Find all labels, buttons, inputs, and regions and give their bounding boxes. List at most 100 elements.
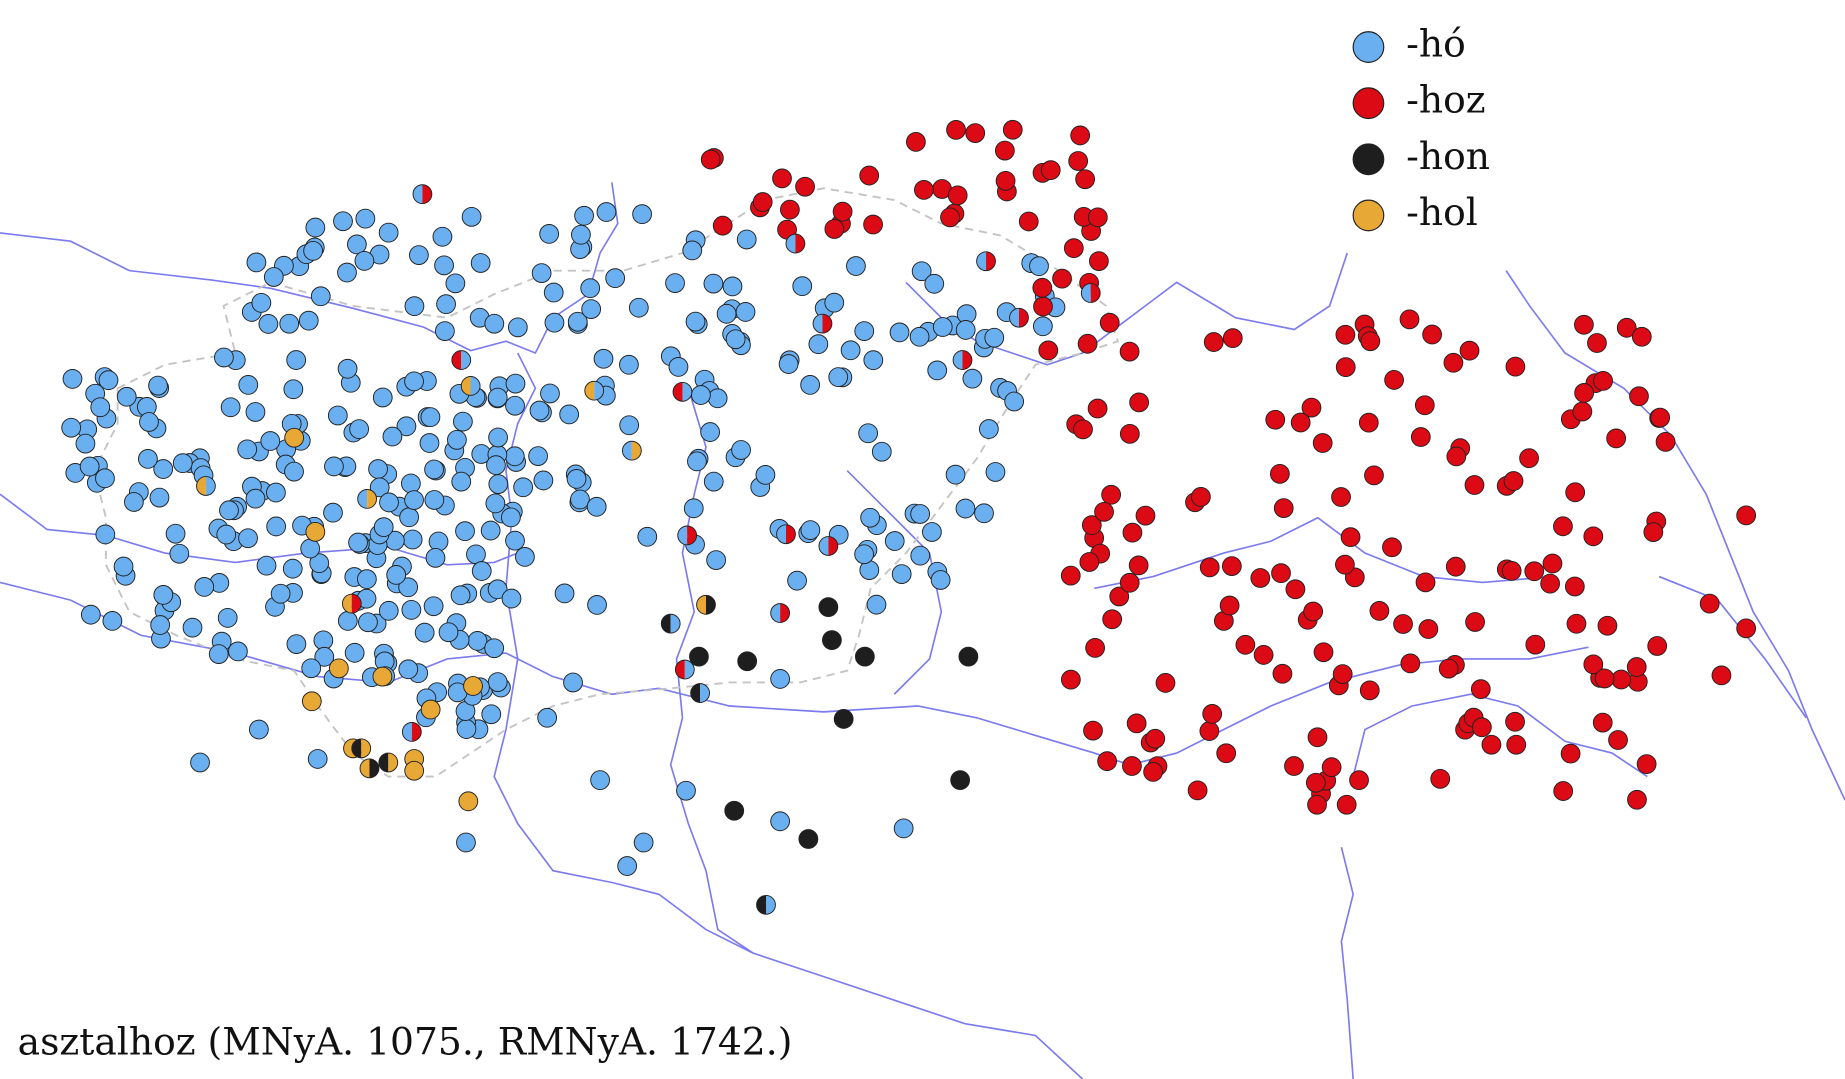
dot: [139, 412, 159, 432]
dot: [435, 321, 455, 341]
dot-half: [1009, 308, 1019, 328]
dot: [1040, 160, 1061, 181]
dot-half: [673, 382, 683, 402]
dot: [932, 317, 953, 337]
dot: [854, 544, 875, 565]
dot: [1553, 781, 1574, 801]
dot: [1312, 433, 1333, 453]
dot: [1285, 579, 1306, 600]
dot: [116, 386, 137, 407]
dot: [238, 375, 259, 395]
dot: [1445, 556, 1466, 577]
dot: [401, 599, 422, 620]
dot: [1119, 423, 1140, 444]
dot: [731, 440, 751, 460]
dot: [605, 268, 626, 289]
dot: [1250, 568, 1271, 588]
dot: [356, 569, 377, 590]
dot: [994, 140, 1015, 161]
dot-outline: [357, 489, 378, 509]
dot: [458, 791, 479, 812]
dot: [682, 240, 703, 261]
dot: [800, 520, 821, 540]
split-dot: [1009, 307, 1029, 328]
dot: [467, 631, 488, 651]
split-dot: [401, 722, 422, 742]
dot: [398, 577, 419, 598]
dot: [404, 296, 425, 317]
legend-label: -hol: [1406, 190, 1478, 234]
dot: [398, 659, 419, 680]
dot: [309, 553, 330, 574]
dot: [1307, 727, 1328, 748]
dot: [368, 459, 388, 479]
dot: [424, 459, 444, 480]
dot: [914, 180, 934, 200]
dot: [456, 832, 476, 853]
dot: [619, 415, 640, 436]
dot-half: [690, 683, 701, 703]
dot: [1572, 401, 1593, 422]
river: [1094, 516, 1554, 590]
dot-half: [822, 314, 832, 333]
dot: [808, 334, 829, 355]
dot: [863, 214, 883, 235]
dot: [279, 313, 300, 334]
dot: [434, 255, 454, 276]
dot: [632, 204, 652, 225]
dot: [581, 299, 602, 319]
dot: [1430, 768, 1451, 789]
dot: [543, 282, 564, 303]
dot: [1203, 332, 1224, 352]
dot: [1060, 669, 1081, 690]
dot: [165, 523, 186, 544]
dot: [61, 417, 82, 438]
dot: [1629, 386, 1649, 407]
dot: [378, 222, 399, 243]
dot: [1505, 711, 1525, 732]
dot: [1081, 515, 1102, 536]
dot: [770, 669, 791, 689]
split-dot: [359, 758, 380, 779]
dot-half: [413, 184, 423, 204]
dot: [1038, 340, 1059, 361]
dot: [725, 329, 746, 350]
dot: [470, 253, 491, 273]
dot: [346, 234, 367, 255]
dot: [80, 604, 101, 625]
dot: [219, 500, 239, 521]
dot: [286, 350, 307, 370]
split-dot: [690, 683, 710, 703]
dot: [755, 465, 776, 485]
dot: [1145, 728, 1166, 749]
dot: [515, 547, 535, 567]
dot: [501, 588, 522, 609]
dot: [424, 490, 445, 510]
dot-outline: [672, 381, 693, 402]
dot-half: [700, 683, 710, 703]
dot: [1400, 653, 1421, 674]
dot: [1199, 721, 1220, 741]
dot-outline: [756, 894, 776, 915]
dot-outline: [674, 659, 695, 680]
dot: [866, 594, 887, 615]
dot: [1583, 654, 1604, 675]
dot: [95, 524, 116, 545]
dot: [570, 489, 590, 510]
dot-half: [670, 614, 681, 634]
dot-half: [661, 614, 671, 634]
dot: [436, 294, 456, 315]
dot: [1364, 465, 1384, 486]
dot-outline: [690, 683, 710, 703]
dot-half: [786, 524, 796, 544]
dot-half: [369, 758, 379, 778]
dot: [447, 429, 467, 450]
dot: [1119, 572, 1140, 593]
dot-half: [402, 722, 412, 742]
dot: [313, 630, 334, 651]
dot: [1301, 397, 1322, 418]
dot: [1410, 427, 1431, 447]
dot: [1471, 717, 1492, 738]
dot: [1542, 553, 1563, 574]
dot: [1087, 398, 1108, 419]
